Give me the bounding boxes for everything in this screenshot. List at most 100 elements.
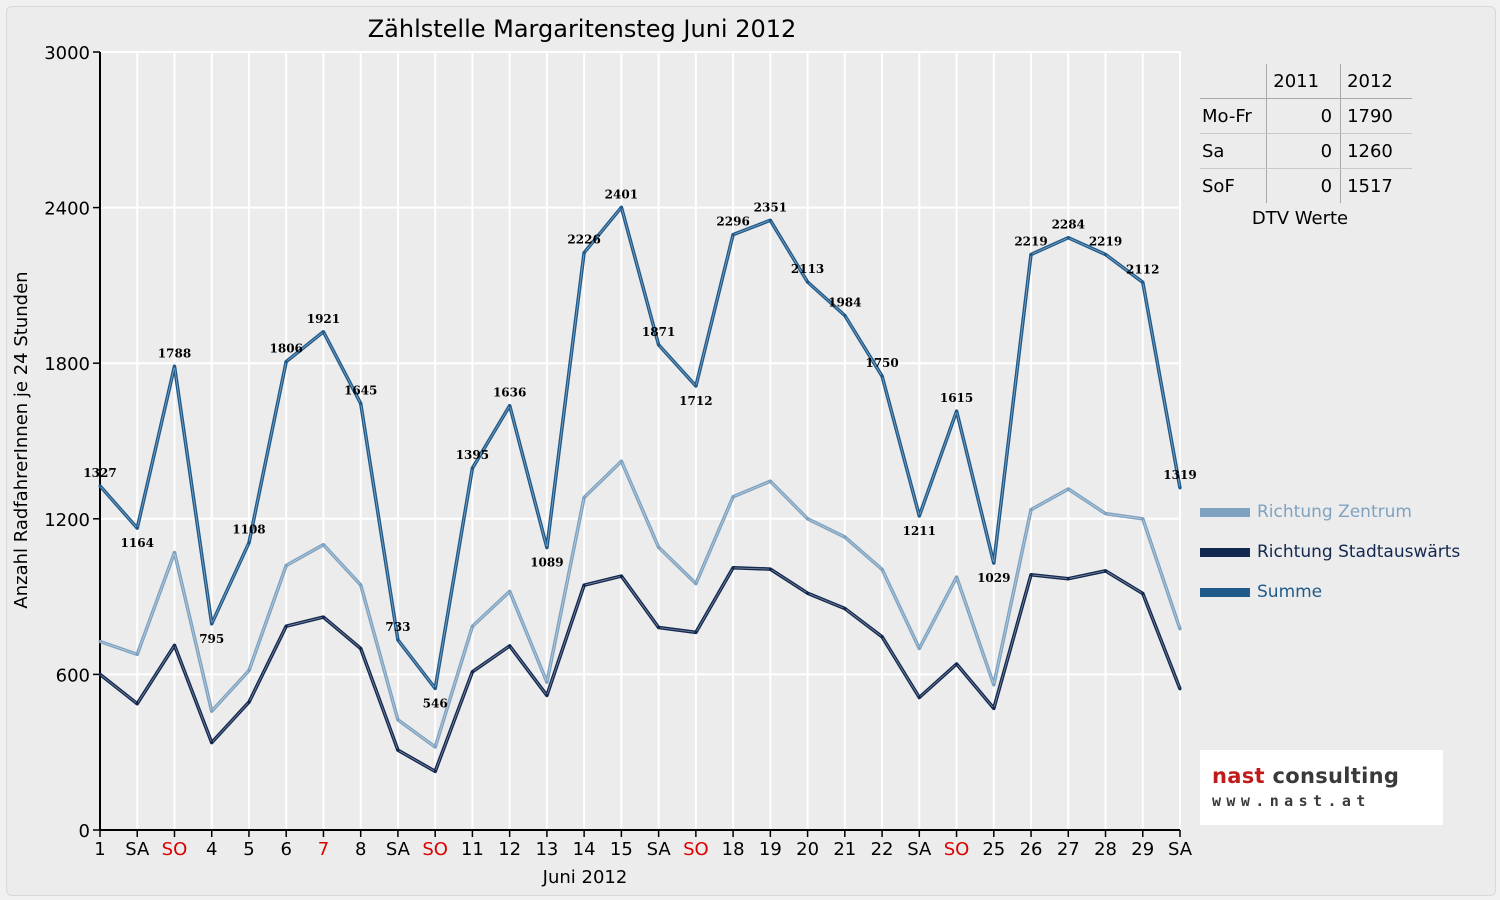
legend-item-summe: Summe (1200, 572, 1460, 612)
data-point (172, 643, 176, 647)
data-label: 1921 (307, 312, 340, 326)
data-point (359, 401, 363, 405)
data-point (731, 495, 735, 499)
data-point (321, 330, 325, 334)
data-point (619, 574, 623, 578)
data-point (955, 575, 959, 579)
dtv-value-2012: 1517 (1340, 168, 1412, 203)
x-tick-label: 4 (206, 839, 217, 860)
legend-item-zentrum: Richtung Zentrum (1200, 492, 1460, 532)
data-point (955, 409, 959, 413)
data-point (917, 695, 921, 699)
data-point (806, 280, 810, 284)
data-label: 1319 (1163, 468, 1196, 482)
x-tick-label: SA (907, 839, 932, 860)
data-point (1141, 517, 1145, 521)
chart-legend: Richtung Zentrum Richtung Stadtauswärts … (1200, 492, 1460, 612)
x-tick-label: SA (125, 839, 150, 860)
data-point (545, 546, 549, 550)
data-point (247, 541, 251, 545)
data-point (210, 622, 214, 626)
data-point (1066, 236, 1070, 240)
data-point (172, 364, 176, 368)
x-tick-label: 19 (759, 839, 782, 860)
data-label: 2401 (605, 187, 638, 201)
data-point (284, 563, 288, 567)
data-point (98, 639, 102, 643)
data-point (433, 686, 437, 690)
data-point (880, 635, 884, 639)
data-point (1104, 569, 1108, 573)
data-point (1066, 577, 1070, 581)
data-point (657, 343, 661, 347)
x-tick-label: SA (1168, 839, 1193, 860)
data-point (1029, 508, 1033, 512)
logo-brand-part1: nast (1212, 764, 1265, 788)
dtv-caption: DTV Werte (1251, 208, 1349, 229)
x-tick-label: SO (162, 839, 188, 860)
dtv-table: 2011 2012 Mo-Fr 0 1790 Sa 0 1260 SoF 0 1… (1200, 64, 1412, 203)
data-label: 1327 (83, 466, 116, 480)
data-point (135, 702, 139, 706)
legend-label: Richtung Zentrum (1257, 502, 1412, 522)
data-label: 733 (385, 620, 410, 634)
data-label: 2351 (754, 200, 787, 214)
data-point (1029, 573, 1033, 577)
data-point (1178, 627, 1182, 631)
data-label: 1108 (232, 523, 265, 537)
x-tick-label: 6 (280, 839, 291, 860)
data-label: 1984 (828, 295, 861, 309)
x-tick-label: 29 (1131, 839, 1154, 860)
y-axis-label: Anzahl RadfahrerInnen je 24 Stunden (11, 271, 32, 608)
legend-label: Summe (1257, 582, 1323, 602)
data-point (172, 551, 176, 555)
logo-brand: nast consulting (1212, 764, 1399, 788)
data-label: 1871 (642, 325, 675, 339)
data-label: 795 (199, 632, 224, 646)
data-point (1104, 512, 1108, 516)
data-point (806, 517, 810, 521)
data-label: 2219 (1014, 235, 1047, 249)
dtv-table-row-sof: SoF 0 1517 (1200, 168, 1412, 203)
data-point (1178, 486, 1182, 490)
data-point (359, 646, 363, 650)
y-tick-label: 1800 (44, 354, 90, 375)
data-point (694, 582, 698, 586)
data-point (917, 646, 921, 650)
data-point (657, 625, 661, 629)
y-tick-label: 0 (79, 821, 90, 842)
data-label: 2219 (1089, 235, 1122, 249)
x-tick-label: 1 (94, 839, 105, 860)
data-label: 1712 (679, 394, 712, 408)
data-point (135, 526, 139, 530)
data-point (880, 374, 884, 378)
x-tick-label: 25 (982, 839, 1005, 860)
data-label: 1089 (530, 556, 563, 570)
y-tick-label: 600 (56, 665, 90, 686)
dtv-table-header-blank (1200, 64, 1267, 99)
dtv-value-2012: 1260 (1340, 133, 1412, 169)
legend-swatch (1200, 507, 1250, 517)
x-tick-label: 8 (355, 839, 366, 860)
data-point (210, 709, 214, 713)
data-point (545, 680, 549, 684)
x-tick-label: SA (386, 839, 411, 860)
dtv-table-header-2012: 2012 (1340, 64, 1412, 99)
data-point (1141, 280, 1145, 284)
data-point (321, 543, 325, 547)
data-label: 1788 (158, 346, 191, 360)
dtv-table-header-row: 2011 2012 (1200, 64, 1412, 99)
legend-swatch (1200, 547, 1250, 557)
data-point (433, 769, 437, 773)
data-point (98, 484, 102, 488)
data-label: 1029 (977, 571, 1010, 585)
series-line (98, 566, 1182, 774)
data-point (545, 693, 549, 697)
data-point (284, 360, 288, 364)
data-point (433, 745, 437, 749)
data-point (619, 459, 623, 463)
x-tick-label: 18 (722, 839, 745, 860)
data-point (1066, 487, 1070, 491)
x-tick-label: 28 (1094, 839, 1117, 860)
series-line-highlight (99, 567, 1181, 772)
